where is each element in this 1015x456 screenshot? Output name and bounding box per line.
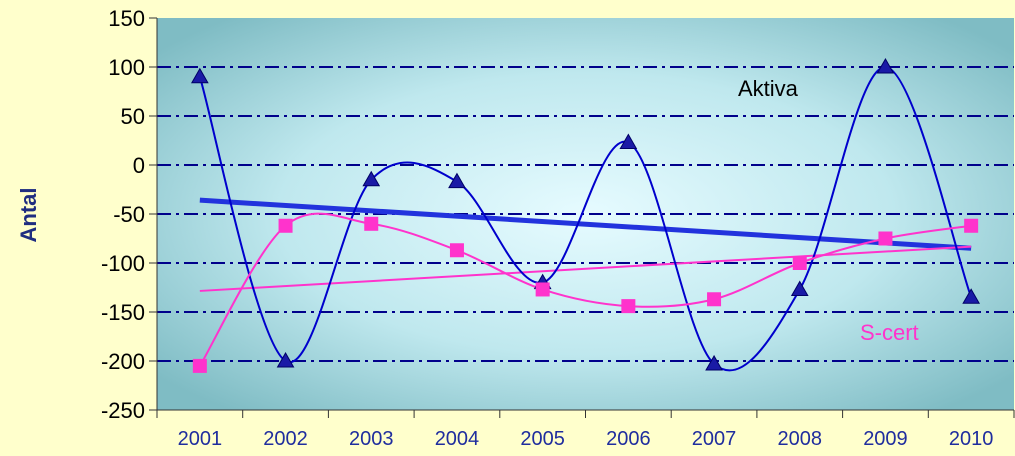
data-point-square	[364, 216, 379, 231]
data-point-triangle	[962, 288, 981, 304]
data-point-square	[878, 231, 893, 246]
y-tick-label: -200	[101, 349, 145, 374]
x-tick-label: 2002	[263, 428, 308, 450]
y-tick-label: 0	[133, 153, 145, 178]
x-tick-label: 2005	[520, 428, 565, 450]
data-point-square	[449, 243, 464, 258]
data-point-square	[964, 218, 979, 233]
trendlines	[199, 197, 972, 292]
axes	[149, 17, 1015, 418]
gridlines	[157, 66, 1014, 362]
series-markers	[190, 57, 981, 373]
y-tick-label: 150	[108, 6, 145, 31]
data-point-square	[621, 299, 636, 314]
x-tick-label: 2004	[435, 428, 480, 450]
y-axis-label: Antal	[16, 188, 41, 243]
x-tick-label: 2006	[606, 428, 651, 450]
data-point-triangle	[705, 354, 723, 371]
series-label-s-cert: S-cert	[860, 320, 919, 345]
series-line-aktiva	[198, 65, 973, 372]
y-tick-label: 50	[121, 104, 145, 129]
y-tick-labels: 150 100 50 0 -50 -100 -150 -200 -250	[101, 6, 145, 423]
y-tick-label: -50	[113, 202, 145, 227]
series-annotations: Aktiva S-cert	[738, 76, 919, 345]
data-point-triangle	[448, 172, 466, 189]
y-tick-label: -100	[101, 251, 145, 276]
series-line-s-cert	[198, 212, 972, 367]
data-point-square	[535, 282, 550, 297]
data-point-triangle	[790, 280, 809, 296]
trendline-aktiva	[199, 197, 972, 251]
x-tick-label: 2003	[349, 428, 394, 450]
x-tick-labels: 2001 2002 2003 2004 2005 2006 2007 2008 2009 2010	[178, 428, 994, 450]
data-point-triangle	[362, 170, 381, 187]
series-label-aktiva: Aktiva	[738, 76, 799, 101]
data-point-triangle	[619, 133, 638, 149]
x-tick-label: 2001	[178, 428, 223, 450]
data-point-square	[792, 256, 807, 270]
data-point-triangle	[190, 67, 209, 84]
data-point-square	[707, 292, 722, 307]
series-lines	[198, 65, 973, 372]
data-point-square	[278, 218, 293, 233]
y-tick-label: -250	[101, 398, 145, 423]
data-point-triangle	[276, 351, 295, 368]
x-tick-label: 2007	[692, 428, 737, 450]
y-tick-label: 100	[108, 55, 145, 80]
data-point-triangle	[876, 57, 895, 74]
data-point-square	[192, 358, 207, 373]
x-tick-label: 2009	[863, 428, 908, 450]
x-tick-label: 2010	[949, 428, 994, 450]
trendline-s-cert	[199, 245, 972, 292]
x-tick-label: 2008	[778, 428, 823, 450]
y-tick-label: -150	[101, 300, 145, 325]
